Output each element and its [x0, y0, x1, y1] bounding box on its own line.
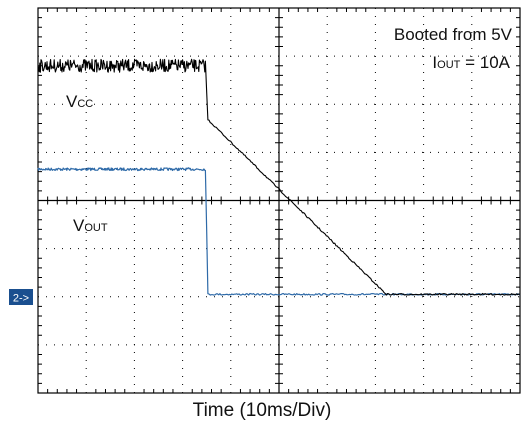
channel-2-marker-label: 2-> — [13, 293, 29, 305]
vout-label-main: V — [73, 216, 85, 235]
grid — [37, 7, 521, 394]
vout-label-sub: OUT — [84, 222, 108, 234]
traces — [37, 58, 521, 296]
channel-2-marker-box — [9, 289, 33, 305]
annotation-iout: IOUT = 10A — [432, 53, 510, 72]
iout-main: I — [432, 53, 437, 72]
vcc-label-main: V — [66, 92, 78, 111]
series-label-vcc: VCC — [66, 92, 93, 111]
series-label-vout: VOUT — [73, 216, 108, 235]
trace-vout — [37, 167, 521, 296]
trace-vcc — [37, 58, 521, 296]
annotation-boot: Booted from 5V — [394, 25, 513, 44]
iout-rest: = 10A — [460, 53, 510, 72]
x-axis-label: Time (10ms/Div) — [0, 400, 524, 422]
iout-sub: OUT — [437, 59, 461, 71]
x-axis-label-units: (10ms/Div) — [239, 400, 332, 421]
x-axis-label-main: Time — [192, 400, 235, 421]
channel-2-marker: 2-> — [9, 289, 33, 305]
vcc-label-sub: CC — [77, 98, 93, 110]
